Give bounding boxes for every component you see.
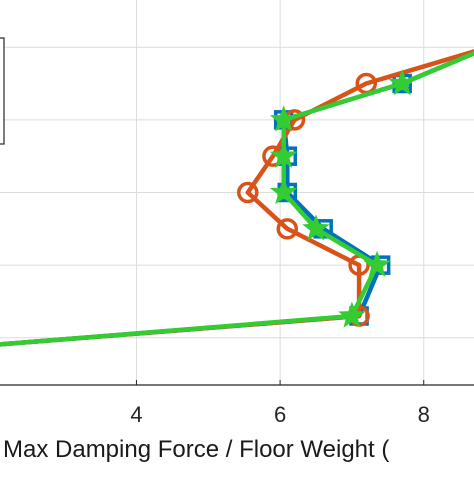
series-group	[0, 49, 474, 347]
series-star	[0, 50, 474, 347]
axes: 4 6 8	[0, 380, 474, 427]
x-tick-label: 4	[130, 402, 142, 427]
x-tick-label: 6	[274, 402, 286, 427]
data-point	[388, 69, 416, 96]
x-axis-label: Max Damping Force / Floor Weight (	[3, 436, 389, 463]
data-point	[269, 141, 298, 168]
data-point	[338, 301, 366, 328]
data-point	[269, 178, 298, 205]
data-point	[237, 181, 259, 204]
labels: Max Damping Force / Floor Weight (	[3, 436, 389, 463]
legend-box	[0, 37, 5, 145]
data-point	[276, 218, 299, 240]
legend	[0, 37, 5, 145]
data-point	[302, 214, 330, 241]
data-point	[269, 105, 298, 132]
data-point	[363, 250, 391, 277]
x-tick-label: 8	[418, 402, 430, 427]
